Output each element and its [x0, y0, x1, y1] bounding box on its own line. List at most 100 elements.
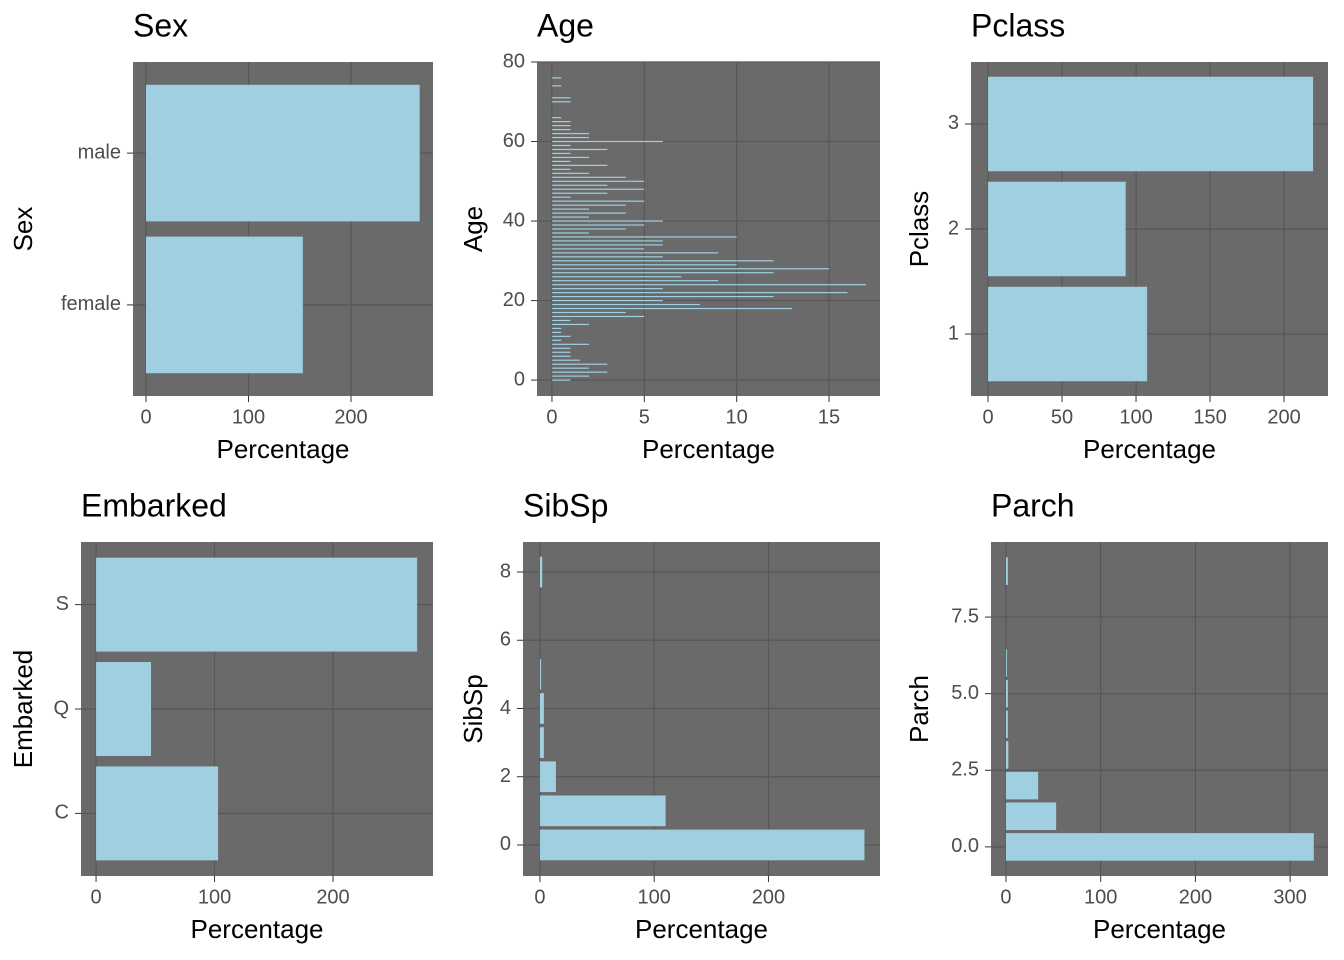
- bar: [551, 347, 571, 349]
- y-tick-label: 6: [500, 629, 511, 651]
- bar: [551, 303, 700, 306]
- y-tick-label: female: [61, 293, 121, 315]
- bar: [551, 216, 589, 218]
- y-tick-label: 7.5: [951, 605, 979, 627]
- panel-title: SibSp: [523, 487, 608, 523]
- bar: [551, 252, 719, 254]
- bar: [551, 196, 571, 198]
- y-tick-label: 0: [514, 368, 525, 390]
- bar: [551, 180, 645, 182]
- bar: [551, 280, 719, 282]
- bar: [551, 355, 571, 357]
- bar: [96, 766, 219, 861]
- bar: [551, 327, 562, 330]
- bar: [551, 212, 626, 214]
- bar: [551, 335, 571, 337]
- y-axis-title: SibSp: [458, 674, 488, 743]
- x-axis-title: Percentage: [1093, 914, 1226, 944]
- y-tick-label: 2.5: [951, 759, 979, 781]
- x-tick-label: 0: [982, 406, 993, 428]
- bar: [988, 76, 1314, 172]
- panel-title: Embarked: [81, 487, 227, 523]
- x-tick-label: 100: [1119, 406, 1152, 428]
- bar: [551, 128, 571, 131]
- bar: [551, 284, 866, 286]
- panel: 0 100 200 C Q S Embarked Percentage Embarked: [8, 487, 433, 944]
- bar: [551, 256, 663, 258]
- x-tick-label: 50: [1051, 406, 1073, 428]
- x-tick-label: 15: [818, 406, 840, 428]
- bar: [96, 662, 152, 756]
- bar: [551, 240, 663, 242]
- bar: [551, 292, 848, 294]
- bar: [551, 359, 580, 361]
- y-tick-label: 8: [500, 560, 511, 582]
- bar: [551, 232, 589, 234]
- bar: [551, 371, 608, 373]
- bar: [551, 125, 571, 127]
- bar: [551, 220, 663, 222]
- bar: [551, 164, 608, 166]
- x-axis-title: Percentage: [1083, 434, 1216, 464]
- bar: [551, 379, 571, 381]
- bar: [551, 288, 663, 290]
- bar: [1005, 771, 1039, 800]
- x-tick-label: 300: [1273, 886, 1306, 908]
- bar: [1005, 741, 1009, 769]
- bar: [539, 693, 544, 724]
- y-axis-title: Pclass: [904, 191, 934, 268]
- bar: [1005, 833, 1314, 861]
- bar: [551, 248, 645, 250]
- bar: [988, 181, 1126, 277]
- bar: [551, 136, 589, 139]
- bar: [551, 132, 589, 135]
- bar: [551, 117, 562, 119]
- bar: [551, 121, 571, 123]
- y-tick-label: 40: [503, 209, 525, 231]
- bar: [551, 101, 571, 103]
- bar: [96, 557, 418, 652]
- bar: [551, 140, 663, 143]
- bar: [551, 148, 608, 151]
- bar: [551, 77, 562, 79]
- bar: [551, 331, 562, 333]
- bar: [551, 264, 737, 266]
- panel-title: Sex: [133, 7, 188, 43]
- x-tick-label: 200: [752, 886, 785, 908]
- bar: [539, 795, 666, 827]
- y-tick-label: 20: [503, 289, 525, 311]
- bar: [1005, 679, 1008, 708]
- bar: [551, 85, 562, 87]
- bar: [551, 307, 793, 310]
- y-tick-label: 2: [948, 217, 959, 239]
- bar: [551, 97, 571, 99]
- x-tick-label: 150: [1193, 406, 1226, 428]
- panel-title: Age: [537, 7, 594, 43]
- y-tick-label: 5.0: [951, 682, 979, 704]
- y-axis-title: Embarked: [8, 650, 38, 769]
- bar: [551, 156, 589, 159]
- x-tick-label: 100: [638, 886, 671, 908]
- bar: [551, 363, 608, 365]
- bar: [551, 272, 774, 274]
- bar: [1005, 802, 1057, 831]
- x-tick-label: 100: [198, 886, 231, 908]
- bar: [551, 188, 645, 190]
- x-axis-title: Percentage: [191, 914, 324, 944]
- bar: [1005, 557, 1008, 585]
- panel: 0 100 200 female male Sex Percentage Sex: [8, 7, 433, 464]
- bar: [988, 286, 1148, 382]
- bar: [551, 244, 663, 246]
- bar: [551, 184, 608, 186]
- bar: [539, 659, 542, 690]
- bar: [551, 236, 737, 238]
- bar: [551, 204, 626, 206]
- x-tick-label: 200: [1267, 406, 1300, 428]
- bar: [551, 228, 626, 230]
- x-axis-title: Percentage: [217, 434, 350, 464]
- bar: [551, 311, 626, 314]
- y-tick-label: S: [56, 593, 69, 615]
- y-tick-label: 0.0: [951, 835, 979, 857]
- bar: [551, 339, 562, 341]
